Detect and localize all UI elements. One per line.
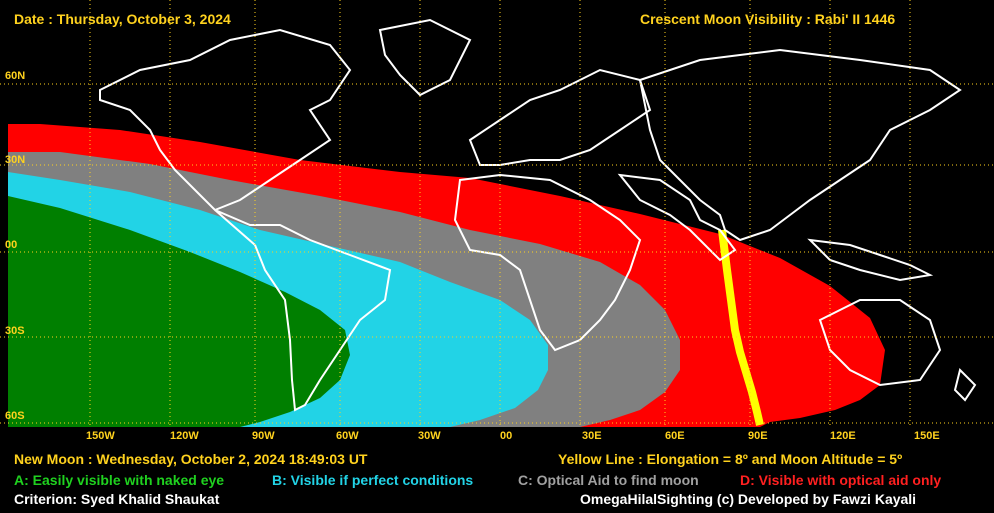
lat-label-60s: 60S [5,410,25,422]
lon-label-30w: 30W [418,430,441,442]
lat-label-30s: 30S [5,325,25,337]
lon-label-90e: 90E [748,430,768,442]
lon-label-60w: 60W [336,430,359,442]
new-moon-label: New Moon : Wednesday, October 2, 2024 18… [14,451,368,467]
legend-c: C: Optical Aid to find moon [518,472,699,488]
yellow-line-label: Yellow Line : Elongation = 8º and Moon A… [558,451,903,467]
graticule [0,0,994,427]
visibility-map [0,0,994,427]
legend-a: A: Easily visible with naked eye [14,472,225,488]
lat-label-00: 00 [5,239,18,251]
map-title: Crescent Moon Visibility : Rabi' II 1446 [640,11,896,27]
legend-d: D: Visible with optical aid only [740,472,942,488]
lon-label-120w: 120W [170,430,199,442]
lon-label-150w: 150W [86,430,115,442]
legend-b: B: Visible if perfect conditions [272,472,474,488]
lon-label-60e: 60E [665,430,685,442]
coastlines [99,18,977,412]
lon-label-120e: 120E [830,430,856,442]
lon-label-00: 00 [500,430,513,442]
credit-label: OmegaHilalSighting (c) Developed by Fawz… [580,491,917,507]
lat-label-30n: 30N [5,154,26,166]
criterion-label: Criterion: Syed Khalid Shaukat [14,491,220,507]
lon-label-30e: 30E [582,430,602,442]
date-label: Date : Thursday, October 3, 2024 [14,11,231,27]
lat-label-60n: 60N [5,70,26,82]
yellow-line [718,229,764,426]
lon-label-150e: 150E [914,430,940,442]
lon-label-90w: 90W [252,430,275,442]
zone-a-region [8,196,350,427]
